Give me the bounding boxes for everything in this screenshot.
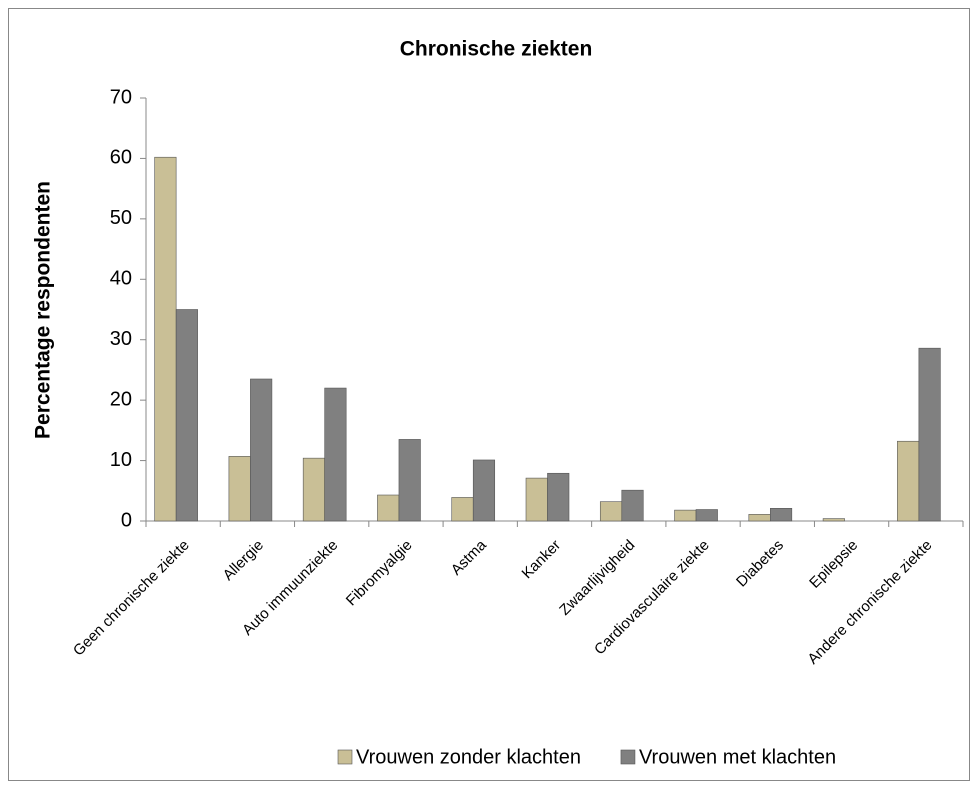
bar (175, 309, 198, 522)
y-tick-label: 0 (121, 509, 132, 531)
bar (451, 497, 474, 522)
bar (695, 509, 718, 522)
bar (302, 457, 325, 522)
bar (398, 439, 421, 522)
y-tick-label: 30 (110, 328, 132, 350)
bar (547, 472, 570, 522)
y-axis-label: Percentage respondenten (32, 181, 55, 439)
legend-label: Vrouwen zonder klachten (356, 746, 581, 768)
y-tick-label: 20 (110, 388, 132, 410)
y-tick-label: 40 (110, 268, 132, 290)
y-tick-label: 70 (110, 86, 132, 108)
bar (472, 459, 496, 522)
bar (897, 440, 920, 522)
bar (674, 509, 697, 522)
y-tick-label: 50 (110, 207, 132, 229)
bar (154, 156, 177, 522)
bar (525, 477, 548, 522)
bar (770, 508, 793, 522)
chart-border (8, 8, 970, 781)
bar (228, 456, 251, 522)
y-tick-label: 60 (110, 147, 132, 169)
bar (822, 518, 845, 522)
bar (748, 514, 771, 522)
bar (250, 378, 273, 522)
bar (377, 494, 400, 522)
chart-title: Chronische ziekten (400, 38, 593, 61)
y-tick-label: 10 (110, 449, 132, 471)
legend-swatch (620, 749, 636, 765)
bar (324, 387, 347, 522)
bar (599, 501, 623, 522)
legend-label: Vrouwen met klachten (639, 746, 836, 768)
legend-swatch (337, 749, 353, 765)
bar (621, 489, 644, 522)
bar (918, 347, 941, 522)
